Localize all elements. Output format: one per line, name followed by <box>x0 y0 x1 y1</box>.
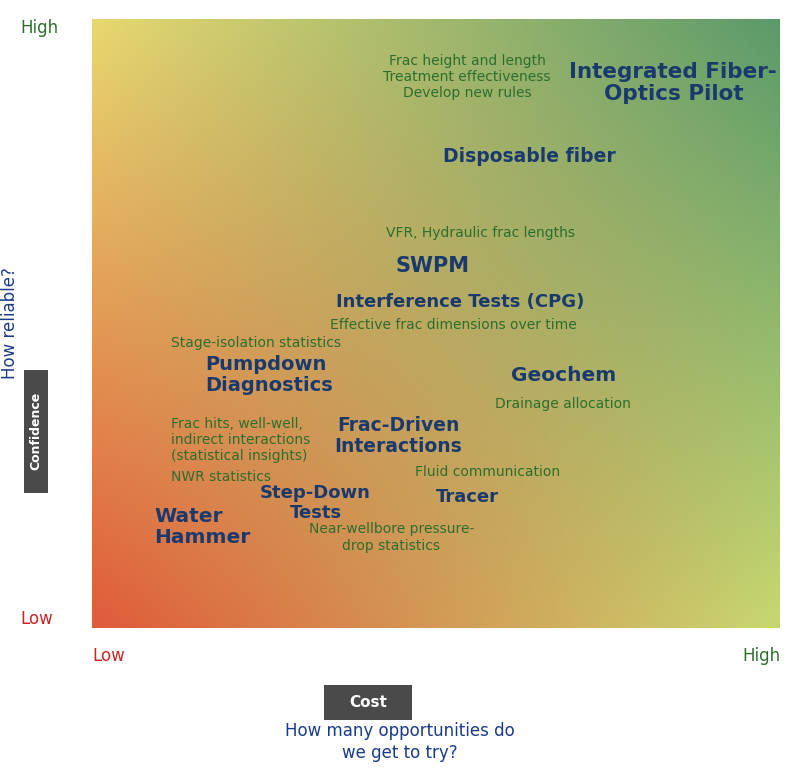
Text: How reliable?: How reliable? <box>1 267 18 380</box>
Text: Disposable fiber: Disposable fiber <box>442 146 615 166</box>
Text: Pumpdown
Diagnostics: Pumpdown Diagnostics <box>206 355 334 395</box>
Text: Confidence: Confidence <box>30 392 42 470</box>
Text: Tracer: Tracer <box>435 487 498 506</box>
Text: Cost: Cost <box>349 695 387 710</box>
Text: Low: Low <box>92 647 125 665</box>
Text: Geochem: Geochem <box>510 366 616 384</box>
Text: High: High <box>20 19 58 37</box>
Text: Water
Hammer: Water Hammer <box>154 507 250 547</box>
Text: Effective frac dimensions over time: Effective frac dimensions over time <box>330 317 577 332</box>
Text: High: High <box>742 647 780 665</box>
Text: Stage-isolation statistics: Stage-isolation statistics <box>171 336 341 350</box>
Text: Interference Tests (CPG): Interference Tests (CPG) <box>336 293 584 311</box>
Text: Near-wellbore pressure-
drop statistics: Near-wellbore pressure- drop statistics <box>309 522 474 553</box>
Text: SWPM: SWPM <box>395 256 470 276</box>
Text: Frac hits, well-well,
indirect interactions
(statistical insights): Frac hits, well-well, indirect interacti… <box>171 417 310 464</box>
Text: Frac height and length
Treatment effectiveness
Develop new rules: Frac height and length Treatment effecti… <box>383 54 550 100</box>
Text: Fluid communication: Fluid communication <box>415 465 560 480</box>
Text: Integrated Fiber-
Optics Pilot: Integrated Fiber- Optics Pilot <box>570 62 778 104</box>
Text: How many opportunities do
we get to try?: How many opportunities do we get to try? <box>285 722 515 762</box>
Text: VFR, Hydraulic frac lengths: VFR, Hydraulic frac lengths <box>386 226 575 240</box>
Text: Drainage allocation: Drainage allocation <box>495 397 631 410</box>
Text: NWR statistics: NWR statistics <box>171 470 271 484</box>
Text: Frac-Driven
Interactions: Frac-Driven Interactions <box>334 416 462 456</box>
Text: Low: Low <box>20 610 53 628</box>
Text: Step-Down
Tests: Step-Down Tests <box>260 484 371 522</box>
